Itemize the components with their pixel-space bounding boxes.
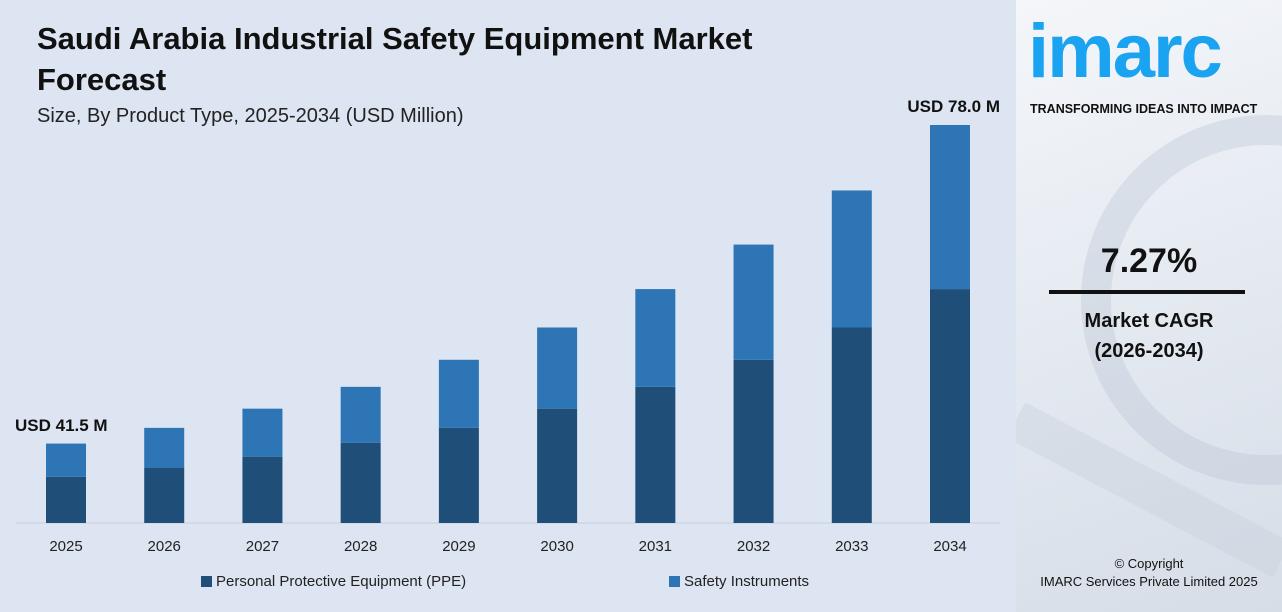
- bar-ppe-2031: [635, 386, 676, 523]
- x-tick-label: 2033: [835, 538, 868, 555]
- bar-safety-2032: [733, 244, 774, 360]
- bar-ppe-2032: [733, 359, 774, 523]
- background-decoration: [1016, 115, 1282, 578]
- bar-safety-2029: [438, 359, 479, 428]
- logo-tagline: TRANSFORMING IDEAS INTO IMPACT: [1030, 102, 1258, 116]
- bar-safety-2034: [930, 125, 970, 290]
- x-tick-label: 2027: [246, 538, 279, 555]
- legend-label: Safety Instruments: [684, 573, 810, 590]
- x-tick-label: 2026: [148, 538, 181, 555]
- legend-swatch: [201, 576, 212, 587]
- bar-safety-2028: [340, 386, 381, 443]
- bar-ppe-2025: [46, 476, 86, 523]
- x-tick-label: 2028: [344, 538, 377, 555]
- bar-ppe-2027: [242, 456, 283, 523]
- x-tick-label: 2029: [442, 538, 475, 555]
- cagr-period: (2026-2034): [1094, 340, 1204, 362]
- bar-safety-2030: [537, 327, 578, 409]
- bar-safety-2027: [242, 408, 283, 457]
- x-tick-label: 2030: [540, 538, 573, 555]
- legend-swatch: [669, 576, 680, 587]
- bar-ppe-2026: [144, 468, 185, 523]
- cagr-value: 7.27%: [1100, 242, 1198, 280]
- bar-ppe-2028: [340, 442, 381, 523]
- x-tick-label: 2032: [737, 538, 770, 555]
- imarc-logo: imarc: [1028, 9, 1223, 94]
- x-tick-label: 2031: [639, 538, 672, 555]
- legend-label: Personal Protective Equipment (PPE): [216, 573, 467, 590]
- bar-safety-2025: [46, 443, 86, 477]
- company-name: IMARC Services Private Limited 2025: [1040, 574, 1258, 589]
- cagr-label: Market CAGR: [1084, 310, 1214, 332]
- x-tick-label: 2025: [49, 538, 82, 555]
- bar-safety-2033: [831, 190, 872, 328]
- side-panel: imarc TRANSFORMING IDEAS INTO IMPACT 7.2…: [1016, 0, 1282, 612]
- divider: [1049, 290, 1245, 294]
- x-tick-label: 2034: [933, 538, 966, 555]
- chart-title: Saudi Arabia Industrial Safety Equipment…: [37, 21, 753, 97]
- legend-item-ppe: Personal Protective Equipment (PPE): [201, 573, 466, 590]
- bar-ppe-2029: [438, 427, 479, 523]
- bar-ppe-2033: [831, 327, 872, 523]
- annotation-last: USD 78.0 M: [907, 97, 1000, 116]
- chart-subtitle: Size, By Product Type, 2025-2034 (USD Mi…: [37, 105, 464, 127]
- bar-ppe-2030: [537, 408, 578, 523]
- copyright: © Copyright: [1114, 556, 1184, 571]
- annotation-first: USD 41.5 M: [15, 416, 108, 435]
- legend-item-safety: Safety Instruments: [669, 573, 809, 590]
- bar-safety-2026: [144, 427, 185, 469]
- bar-plot: 2025 2026 2027 2028 2029 2030 2031 2032 2033 2034…: [15, 97, 1000, 555]
- bar-ppe-2034: [930, 289, 970, 523]
- chart-panel: Saudi Arabia Industrial Safety Equipment…: [15, 21, 1000, 590]
- bar-safety-2031: [635, 289, 676, 387]
